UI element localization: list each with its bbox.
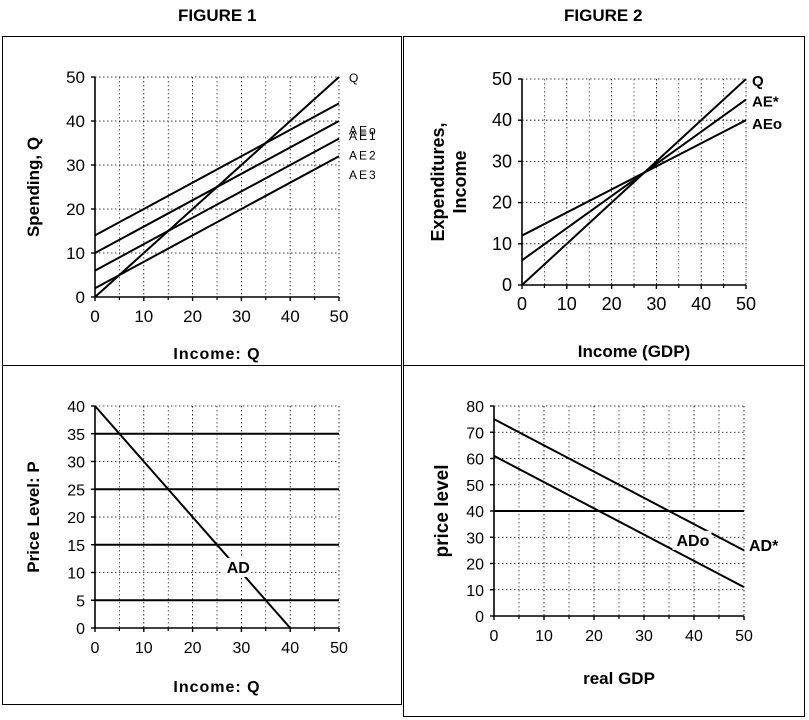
x-tick-label: 30: [635, 628, 653, 645]
y-tick-label: 15: [67, 538, 85, 555]
series-line-ae1: [94, 120, 340, 254]
x-tick-label: 10: [535, 628, 553, 645]
x-tick-label: 30: [646, 294, 666, 314]
x-axis-title: Income: Q: [173, 346, 260, 363]
y-tick-label: 50: [66, 68, 85, 87]
y-tick-label: 70: [466, 425, 484, 442]
x-axis-title: Income (GDP): [578, 342, 690, 361]
series-label-aeo: AEo: [752, 116, 782, 133]
y-tick-label: 10: [492, 234, 512, 254]
y-axis-title: price level: [432, 465, 453, 558]
chart-aggregate-expenditure-fig1: 0 10 20 30 40 50 0 10 20 30 40 50 Income: Q Spending,…: [24, 68, 378, 363]
y-tick-label: 30: [466, 530, 484, 547]
x-tick-label: 20: [585, 628, 603, 645]
x-tick-label: 20: [602, 294, 622, 314]
series-label-q: Q: [349, 71, 360, 85]
y-tick-label: 60: [466, 452, 484, 469]
series-label-ae3: AE3: [349, 168, 378, 182]
y-tick-label: 10: [67, 566, 85, 583]
x-tick-label: 50: [330, 640, 348, 657]
series-line-aeo: [94, 102, 340, 237]
y-tick-label: 20: [66, 200, 85, 219]
y-tick-label: 0: [502, 275, 512, 295]
panel-figure1-top: 0 10 20 30 40 50 0 10 20 30 40 50 Income: Q Spending,…: [2, 36, 402, 366]
series-line-q: [521, 78, 747, 286]
y-tick-label: 30: [67, 455, 85, 472]
y-tick-label: 35: [67, 427, 85, 444]
y-tick-label: 20: [67, 510, 85, 527]
x-tick-label: 0: [517, 294, 527, 314]
series-line-aeo: [521, 119, 747, 237]
y-tick-label: 30: [66, 156, 85, 175]
y-tick-label: 10: [66, 244, 85, 263]
x-tick-label: 50: [330, 307, 349, 326]
series-label-aeo: AEo: [349, 123, 378, 137]
series-line-ae2: [94, 137, 340, 272]
figure-2-title: FIGURE 2: [564, 6, 643, 25]
series-line-ad: [94, 405, 291, 629]
y-tick-label: 40: [492, 110, 512, 130]
x-tick-label: 50: [735, 628, 753, 645]
y-tick-label: 80: [466, 399, 484, 416]
x-tick-label: 30: [233, 640, 251, 657]
x-tick-label: 20: [184, 640, 202, 657]
y-tick-label: 50: [466, 478, 484, 495]
y-tick-label: 25: [67, 482, 85, 499]
y-tick-label: 10: [466, 583, 484, 600]
y-tick-label: 40: [66, 112, 85, 131]
chart-aggregate-demand-fig1: 0 10 20 30 40 50 0 5 10 15 20 25 30 35 40 Income: Q Pric…: [24, 399, 348, 696]
panel-figure2-top: 0 10 20 30 40 50 0 10 20 30 40 50 Income (GDP) Expend…: [403, 36, 805, 366]
series-label-aestar: AE*: [752, 94, 779, 111]
x-tick-label: 10: [557, 294, 577, 314]
x-tick-label: 10: [135, 640, 153, 657]
series-line-adstar: [493, 418, 745, 552]
y-tick-label: 50: [492, 69, 512, 89]
x-tick-label: 20: [183, 307, 202, 326]
x-axis-title: Income: Q: [173, 679, 260, 696]
y-tick-label: 40: [466, 504, 484, 521]
x-tick-label: 0: [490, 628, 499, 645]
series-label-ae2: AE2: [349, 149, 378, 163]
y-tick-label: 0: [76, 288, 85, 307]
series-label-background: [745, 536, 784, 556]
series-label-ad: AD: [227, 560, 250, 577]
x-tick-label: 50: [736, 294, 756, 314]
y-tick-label: 0: [76, 621, 85, 638]
x-tick-label: 40: [691, 294, 711, 314]
x-tick-label: 0: [91, 640, 100, 657]
series-line-ae3: [94, 155, 340, 290]
series-label-adstar: AD*: [749, 538, 779, 555]
x-tick-label: 40: [281, 307, 300, 326]
x-tick-label: 0: [90, 307, 99, 326]
series-label-background: [222, 557, 251, 577]
x-axis-title: real GDP: [583, 669, 655, 688]
panel-figure1-bottom: 0 10 20 30 40 50 0 5 10 15 20 25 30 35 40 Income: Q Pric…: [2, 365, 402, 705]
y-tick-label: 20: [466, 557, 484, 574]
figure-1-title: FIGURE 1: [178, 6, 257, 25]
series-label-q: Q: [752, 73, 764, 90]
x-tick-label: 40: [281, 640, 299, 657]
x-tick-label: 10: [134, 307, 153, 326]
y-tick-label: 40: [67, 399, 85, 416]
x-tick-label: 30: [232, 307, 251, 326]
panel-figure2-bottom: 0 10 20 30 40 50 0 10 20 30 40 50 60 70 80 real GDP pric…: [403, 365, 805, 717]
y-tick-label: 0: [475, 609, 484, 626]
x-tick-label: 40: [685, 628, 703, 645]
y-axis-title: Price Level: P: [24, 461, 43, 573]
y-tick-label: 20: [492, 193, 512, 213]
y-axis-title: Expenditures, Income: [428, 122, 470, 241]
y-tick-label: 5: [76, 593, 85, 610]
series-line-ado: [493, 454, 745, 589]
series-label-ae1: AE1: [349, 129, 378, 143]
series-label-background: [672, 530, 712, 550]
y-tick-label: 30: [492, 151, 512, 171]
chart-aggregate-expenditure-fig2: 0 10 20 30 40 50 0 10 20 30 40 50 Income (GDP) Expend…: [428, 69, 782, 361]
series-label-ado: ADo: [677, 533, 710, 550]
series-line-aestar: [521, 98, 747, 262]
y-axis-title: Spending, Q: [24, 137, 43, 237]
chart-aggregate-demand-fig2: 0 10 20 30 40 50 0 10 20 30 40 50 60 70 80 real GDP pric…: [432, 399, 784, 688]
